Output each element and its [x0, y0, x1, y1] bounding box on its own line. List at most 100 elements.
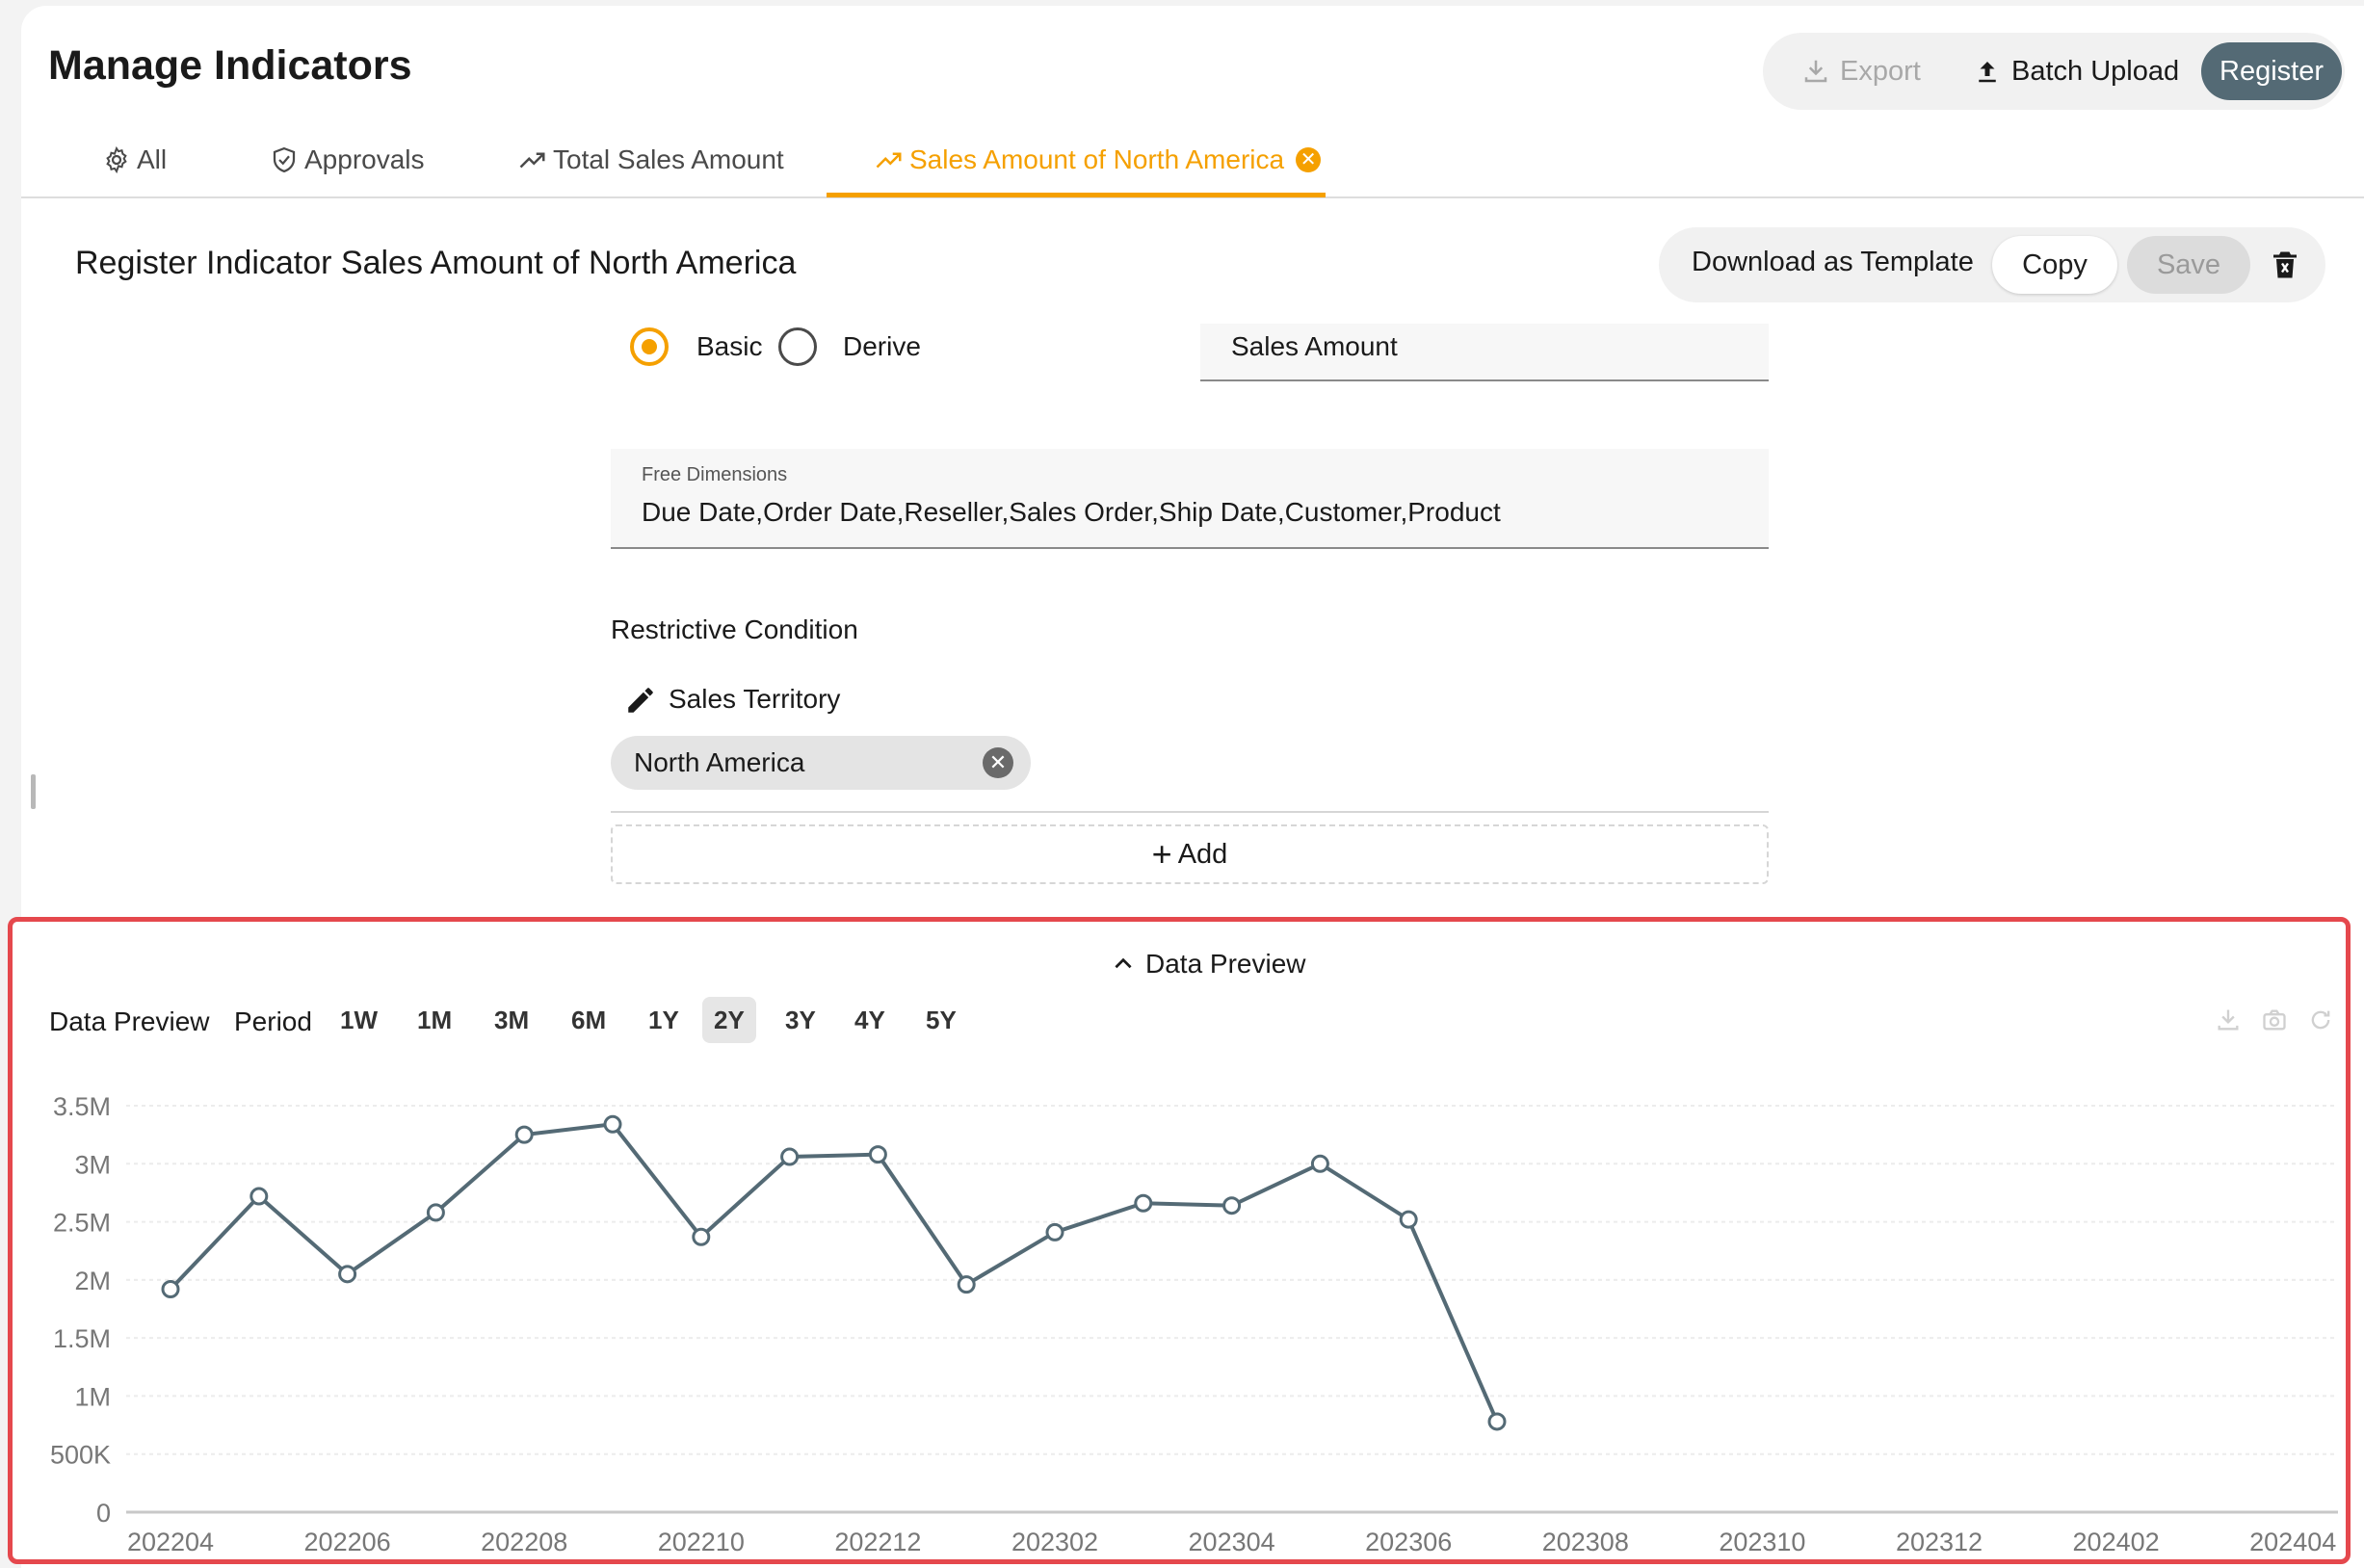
x-tick-label: 202306: [1365, 1528, 1452, 1556]
remove-chip-icon[interactable]: ✕: [983, 747, 1013, 778]
data-point: [1134, 1193, 1153, 1213]
period-button-4y[interactable]: 4Y: [854, 1005, 885, 1034]
x-tick-label: 202212: [834, 1528, 921, 1556]
tab-all-label: All: [137, 144, 168, 174]
condition-chip-label: North America: [634, 747, 805, 777]
tab-na-label: Sales Amount of North America: [909, 144, 1285, 174]
free-dimensions-field[interactable]: Free Dimensions Due Date,Order Date,Rese…: [611, 449, 1769, 549]
y-tick-label: 2M: [74, 1267, 111, 1295]
tab-approvals-label: Approvals: [304, 144, 425, 174]
data-point: [692, 1227, 711, 1246]
indicator-field[interactable]: Sales Amount: [1200, 324, 1769, 381]
active-tab-indicator: [827, 193, 1326, 197]
condition-chip[interactable]: North America ✕: [611, 736, 1031, 790]
period-button-5y[interactable]: 5Y: [926, 1005, 957, 1034]
y-tick-label: 500K: [50, 1441, 111, 1470]
data-point: [514, 1125, 534, 1144]
tab-approvals[interactable]: Approvals: [270, 141, 425, 179]
data-point: [603, 1114, 622, 1134]
data-point: [1487, 1412, 1507, 1431]
restrictive-condition-title: Restrictive Condition: [611, 614, 858, 644]
x-tick-label: 202310: [1719, 1528, 1805, 1556]
shield-check-icon: [273, 146, 296, 173]
line-chart: 0 500K 1M 1.5M 2M 2.5M 3M 3.5M 202204 202206 20220…: [50, 1092, 2338, 1556]
y-tick-label: 3.5M: [53, 1092, 111, 1121]
camera-icon[interactable]: [2261, 1006, 2288, 1033]
y-tick-label: 1M: [74, 1382, 111, 1411]
x-tick-label: 202208: [481, 1528, 567, 1556]
radio-basic-label: Basic: [696, 331, 763, 361]
upload-icon: [1979, 62, 1996, 83]
y-tick-label: 1.5M: [53, 1324, 111, 1353]
data-point: [1045, 1222, 1064, 1241]
download-template-button[interactable]: Download as Template: [1692, 247, 1974, 277]
pencil-icon[interactable]: [624, 684, 657, 717]
period-button-3y[interactable]: 3Y: [785, 1005, 816, 1034]
period-button-3m[interactable]: 3M: [494, 1005, 530, 1034]
x-tick-label: 202312: [1896, 1528, 1983, 1556]
header-actions: Export Batch Upload Register: [1763, 33, 2345, 110]
tab-total-label: Total Sales Amount: [553, 144, 784, 174]
y-tick-label: 2.5M: [53, 1209, 111, 1238]
tab-all[interactable]: All: [102, 141, 167, 179]
preview-toolbar-label: Data Preview: [49, 1006, 210, 1036]
data-point: [426, 1203, 445, 1222]
indicator-tabs: All Approvals Total Sales Amount Sales A…: [21, 123, 2364, 198]
add-condition-button[interactable]: + Add: [611, 824, 1769, 884]
register-button[interactable]: Register: [2201, 42, 2342, 100]
radio-derive-label: Derive: [843, 331, 921, 361]
refresh-icon[interactable]: [2307, 1006, 2334, 1033]
x-tick-label: 202206: [304, 1528, 391, 1556]
y-tick-label: 3M: [74, 1150, 111, 1179]
batch-upload-button[interactable]: Batch Upload: [1973, 48, 2179, 94]
batch-upload-label: Batch Upload: [2011, 55, 2180, 87]
resize-handle[interactable]: [31, 774, 36, 809]
chevron-up-icon: [1115, 957, 1132, 969]
gear-icon: [106, 145, 127, 174]
data-point: [780, 1147, 800, 1166]
tab-sales-amount-north-america[interactable]: Sales Amount of North America ✕: [875, 141, 1322, 179]
period-button-1w[interactable]: 1W: [340, 1005, 378, 1034]
add-condition-label: Add: [1177, 838, 1228, 870]
period-button-6m[interactable]: 6M: [571, 1005, 607, 1034]
data-preview-panel: Data Preview Data Preview Period 1W 1M 3M 6…: [8, 917, 2351, 1564]
trend-up-icon: [876, 152, 902, 169]
x-tick-label: 202302: [1011, 1528, 1098, 1556]
series-line: [169, 1122, 1499, 1423]
download-icon[interactable]: [2215, 1006, 2242, 1033]
x-tick-label: 202308: [1542, 1528, 1629, 1556]
download-icon: [1804, 60, 1827, 83]
data-point: [1222, 1196, 1242, 1215]
radio-derive[interactable]: [778, 327, 817, 366]
data-point: [161, 1280, 180, 1299]
condition-dimension-label: Sales Territory: [669, 684, 841, 714]
form-actions: Download as Template Copy Save: [1659, 227, 2325, 302]
period-button-1y[interactable]: 1Y: [648, 1005, 679, 1034]
data-point: [957, 1275, 976, 1294]
data-preview-toggle[interactable]: Data Preview: [1111, 949, 1306, 980]
x-tick-label: 202204: [127, 1528, 214, 1556]
free-dimensions-value: Due Date,Order Date,Reseller,Sales Order…: [642, 497, 1501, 527]
save-button[interactable]: Save: [2127, 236, 2250, 294]
export-button[interactable]: Export: [1801, 48, 1921, 94]
radio-basic[interactable]: [630, 327, 669, 366]
period-button-2y[interactable]: 2Y: [702, 997, 756, 1043]
divider: [611, 811, 1769, 813]
period-label: Period: [234, 1006, 312, 1036]
data-point: [868, 1145, 887, 1164]
export-label: Export: [1840, 55, 1921, 87]
x-tick-label: 202402: [2073, 1528, 2160, 1556]
data-point: [338, 1265, 357, 1284]
data-preview-toggle-label: Data Preview: [1145, 949, 1306, 979]
trend-up-icon: [519, 152, 545, 169]
data-point: [250, 1187, 269, 1206]
copy-button[interactable]: Copy: [1992, 236, 2117, 294]
x-tick-label: 202404: [2249, 1528, 2336, 1556]
page-title: Manage Indicators: [48, 42, 412, 89]
period-button-1m[interactable]: 1M: [417, 1005, 453, 1034]
indicator-field-value: Sales Amount: [1231, 331, 1398, 361]
tab-total-sales-amount[interactable]: Total Sales Amount: [518, 141, 784, 179]
x-tick-label: 202304: [1189, 1528, 1275, 1556]
close-tab-icon[interactable]: ✕: [1296, 147, 1322, 172]
delete-icon[interactable]: [2268, 247, 2302, 283]
